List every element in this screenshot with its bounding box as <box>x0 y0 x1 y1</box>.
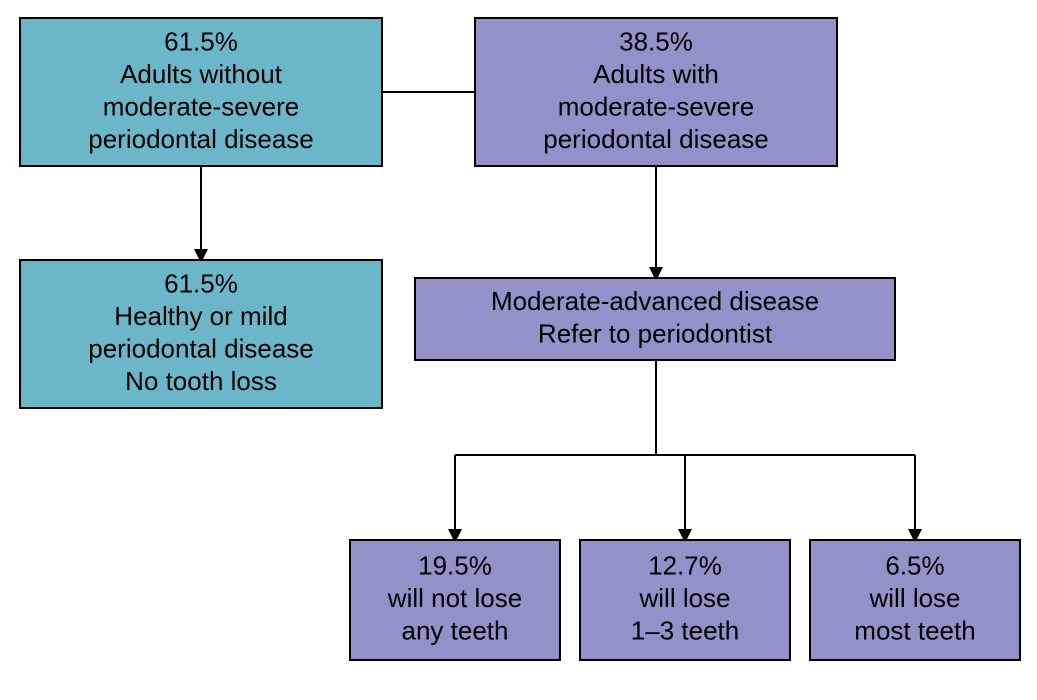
node-text-line: 38.5% <box>619 26 693 56</box>
node-text-line: any teeth <box>402 615 509 645</box>
node-top-right: 38.5%Adults withmoderate-severeperiodont… <box>475 18 837 166</box>
node-text-line: periodontal disease <box>88 333 314 363</box>
node-out-mid: 12.7%will lose1–3 teeth <box>580 540 790 660</box>
node-text-line: 1–3 teeth <box>631 615 739 645</box>
node-text-line: 19.5% <box>418 550 492 580</box>
node-text-line: moderate-severe <box>103 91 300 121</box>
node-text-line: Healthy or mild <box>114 301 287 331</box>
node-text-line: No tooth loss <box>125 366 277 396</box>
node-out-right: 6.5%will losemost teeth <box>810 540 1020 660</box>
flowchart: 61.5%Adults withoutmoderate-severeperiod… <box>0 0 1037 700</box>
node-text-line: will lose <box>638 583 730 613</box>
node-text-line: periodontal disease <box>543 124 769 154</box>
node-text-line: Adults without <box>120 59 283 89</box>
node-text-line: 12.7% <box>648 550 722 580</box>
node-text-line: will not lose <box>387 583 522 613</box>
node-text-line: 61.5% <box>164 268 238 298</box>
node-mid-left: 61.5%Healthy or mildperiodontal diseaseN… <box>20 260 382 408</box>
node-text-line: 6.5% <box>885 550 944 580</box>
node-top-left: 61.5%Adults withoutmoderate-severeperiod… <box>20 18 382 166</box>
node-out-left: 19.5%will not loseany teeth <box>350 540 560 660</box>
node-text-line: will lose <box>868 583 960 613</box>
node-text-line: Adults with <box>593 59 719 89</box>
node-text-line: moderate-severe <box>558 91 755 121</box>
node-text-line: Refer to periodontist <box>538 318 773 348</box>
node-text-line: 61.5% <box>164 26 238 56</box>
node-text-line: periodontal disease <box>88 124 314 154</box>
node-text-line: most teeth <box>854 615 975 645</box>
node-mid-right: Moderate-advanced diseaseRefer to period… <box>415 278 895 360</box>
node-text-line: Moderate-advanced disease <box>491 286 819 316</box>
